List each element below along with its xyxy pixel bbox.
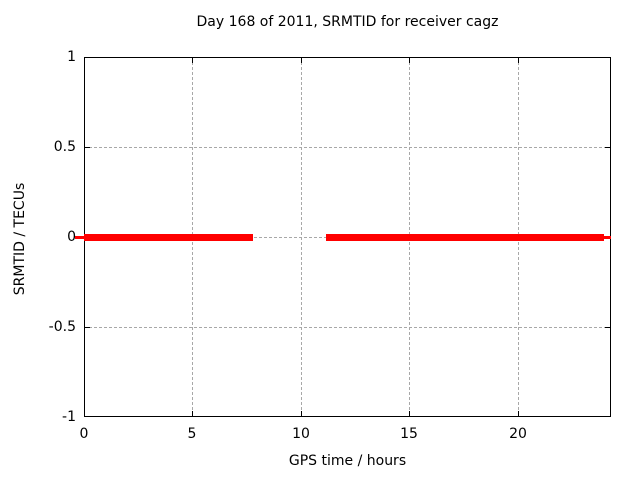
y-tick-label: -0.5 [48,319,76,335]
x-tick-label: 10 [292,426,310,442]
y-tick-label: 0.5 [53,139,76,155]
data-line-segment [74,235,84,239]
y-tick-label: 1 [67,49,76,65]
x-tick-top [409,57,410,63]
y-tick-right [605,327,611,328]
y-gridline [84,147,611,148]
data-line-segment [326,233,604,241]
x-tick-top [518,57,519,63]
y-tick-label: 0 [67,229,76,245]
y-tick-left [84,147,90,148]
x-tick-top [192,57,193,63]
x-tick-bottom [192,411,193,417]
data-line-segment [604,235,611,239]
x-tick-label: 20 [509,426,527,442]
data-line-segment [84,233,253,241]
y-tick-right [605,147,611,148]
x-tick-bottom [301,411,302,417]
y-tick-label: -1 [62,409,76,425]
x-tick-top [301,57,302,63]
x-tick-label: 0 [79,426,89,442]
y-gridline [84,327,611,328]
x-tick-label: 5 [187,426,197,442]
x-axis-label: GPS time / hours [288,453,407,469]
chart-title: Day 168 of 2011, SRMTID for receiver cag… [196,14,499,30]
x-tick-bottom [518,411,519,417]
y-tick-left [84,327,90,328]
x-tick-bottom [409,411,410,417]
x-tick-label: 15 [400,426,418,442]
